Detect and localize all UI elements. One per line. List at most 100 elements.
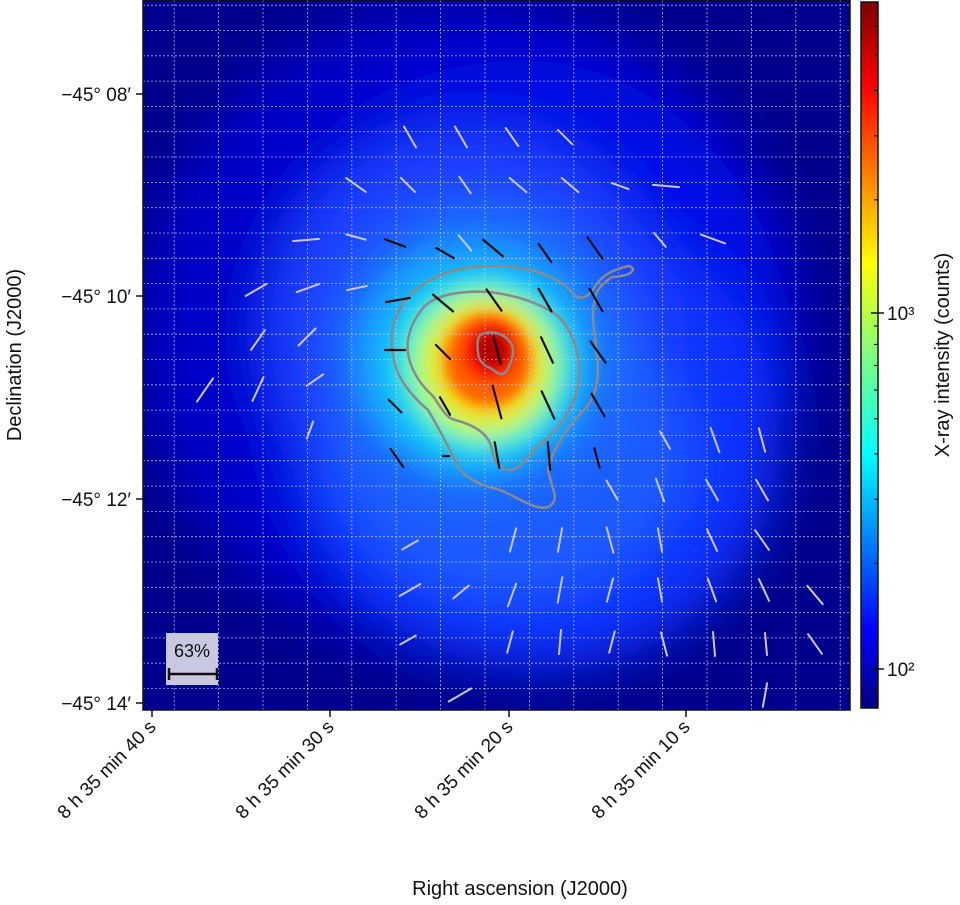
- contour-inner: [476, 331, 515, 376]
- polarization-vector: [508, 527, 518, 553]
- polarization-vector: [250, 329, 266, 351]
- polarization-vector: [659, 631, 669, 657]
- polarization-vector: [699, 233, 727, 245]
- polarization-vector: [387, 398, 403, 414]
- polarization-vector: [485, 288, 503, 312]
- y-axis: −45° 08′ −45° 10′ −45° 12′ −45° 14′ Decl…: [4, 85, 143, 715]
- polarization-vector: [806, 584, 824, 606]
- polarization-vector: [457, 234, 473, 252]
- colorbar-gradient: [860, 1, 879, 709]
- polarization-vector: [605, 577, 615, 603]
- polarization-vector: [546, 441, 552, 471]
- polarization-vector: [292, 237, 320, 243]
- polarization-vector: [508, 176, 528, 194]
- x-axis-title: Right ascension (J2000): [412, 878, 628, 900]
- polarization-vector: [434, 343, 452, 361]
- polarization-vector: [610, 181, 630, 191]
- polarization-vector: [435, 246, 455, 260]
- polarization-vectors: [196, 125, 824, 708]
- polarization-vector: [251, 376, 265, 402]
- y-axis-title: Declination (J2000): [4, 269, 26, 441]
- polarization-vector: [383, 238, 407, 248]
- polarization-vector: [652, 183, 680, 189]
- polarization-vector: [305, 373, 325, 387]
- plot-frame: [142, 0, 851, 711]
- contours: [390, 264, 635, 509]
- polarization-vector: [757, 578, 771, 602]
- polarization-vector: [659, 430, 671, 450]
- colorbar-tick-label: 10³: [887, 304, 914, 325]
- polarization-vector: [454, 125, 468, 149]
- polarization-vector: [764, 632, 768, 656]
- polarization-vector: [761, 682, 769, 708]
- polarization-vector: [389, 447, 405, 469]
- polarization-vector: [608, 630, 616, 654]
- polarization-vector: [345, 177, 367, 193]
- y-tick-label: −45° 08′: [61, 85, 131, 106]
- colorbar-title: X-ray intensity (counts): [932, 253, 954, 458]
- y-tick-label: −45° 12′: [61, 490, 131, 511]
- polarization-vector: [755, 478, 769, 502]
- x-tick-label: 8 h 35 min 40 s: [54, 717, 161, 824]
- colorbar-tick-label: 10²: [887, 660, 914, 681]
- colorbar-minor-ticks: [874, 1, 878, 709]
- polarization-vector: [754, 529, 770, 551]
- polarization-vector: [654, 477, 666, 503]
- polarization-vector: [295, 282, 321, 294]
- polarization-vector: [589, 340, 607, 364]
- contour-middle: [406, 290, 581, 472]
- polarization-vector: [537, 287, 553, 313]
- polarization-vector: [556, 576, 564, 604]
- polarization-vector: [493, 441, 501, 469]
- polarization-vector: [653, 232, 667, 248]
- polarization-vector: [403, 125, 417, 149]
- polarization-vector: [556, 128, 574, 146]
- colorbar: 10³ 10² X-ray intensity (counts): [860, 1, 954, 709]
- polarization-vector: [399, 176, 417, 194]
- y-tick-label: −45° 10′: [61, 287, 131, 308]
- polarization-vector: [709, 426, 721, 454]
- scale-bar-label: 63%: [174, 641, 210, 661]
- polarization-vector: [556, 527, 564, 553]
- polarization-vector: [560, 176, 580, 194]
- polarization-vector: [605, 526, 615, 554]
- x-tick-label: 8 h 35 min 20 s: [411, 717, 518, 824]
- polarization-vector: [590, 392, 606, 418]
- polarization-vector: [431, 293, 455, 313]
- polarization-vector: [593, 447, 601, 469]
- x-tick-label: 8 h 35 min 30 s: [232, 717, 339, 824]
- polarization-vector: [656, 577, 664, 603]
- polarization-vector: [540, 390, 556, 420]
- polarization-vector: [196, 377, 214, 403]
- polarization-vector: [244, 283, 268, 297]
- polarization-vector: [537, 242, 553, 264]
- polarization-vector: [504, 127, 520, 147]
- polarization-vector: [586, 236, 604, 260]
- polarization-vector: [605, 479, 619, 501]
- polarization-vector: [398, 583, 422, 597]
- polarization-vector: [705, 528, 719, 552]
- polarization-vector: [399, 634, 417, 646]
- polarization-vector: [385, 296, 411, 304]
- polarization-vector: [757, 427, 767, 453]
- heatmap-image: [143, 0, 850, 710]
- polarization-vector: [807, 633, 823, 655]
- polarization-vector: [345, 233, 367, 241]
- polarization-vector: [458, 175, 472, 195]
- polarization-vector: [447, 687, 473, 703]
- polarization-vector: [438, 396, 452, 416]
- x-tick-label: 8 h 35 min 10 s: [588, 717, 695, 824]
- polarization-vector: [452, 584, 470, 600]
- polarization-vector: [656, 527, 664, 553]
- polarization-vector: [506, 582, 518, 608]
- polarization-vector: [705, 478, 719, 502]
- polarization-vector: [492, 335, 502, 365]
- polarization-vector: [712, 631, 716, 657]
- polarization-vector: [346, 284, 368, 292]
- polarization-vector: [506, 630, 514, 654]
- polarization-vector: [558, 629, 562, 655]
- polarization-vector: [481, 238, 505, 258]
- polarization-vector: [588, 287, 604, 313]
- polarization-vector: [297, 327, 317, 347]
